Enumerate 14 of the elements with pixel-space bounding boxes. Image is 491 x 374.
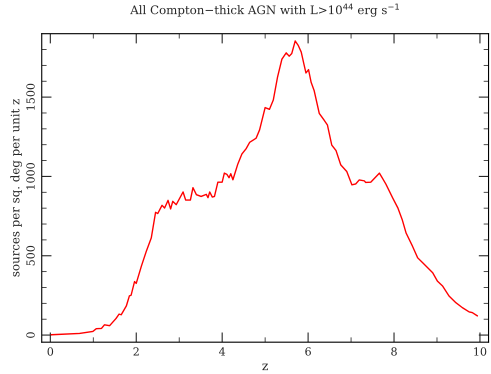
y-tick-label: 1500 [26,84,35,110]
y-axis-title: sources per sq. deg per unit z [10,99,22,276]
chart-title: All Compton−thick AGN with L>10$^{44}$ erg s$^{−1}$ [130,4,399,17]
y-tick-label: 1000 [26,163,35,190]
x-tick-label: 4 [218,347,226,356]
x-tick-label: 8 [391,347,397,356]
x-tick-label: 2 [133,347,139,356]
x-tick-label: 0 [48,347,54,356]
line-series [50,40,478,336]
x-axis-title: z [262,364,268,370]
x-tick-label: 6 [305,347,311,356]
y-tick-label: 500 [26,246,35,266]
y-tick-label: 0 [26,332,35,338]
x-tick-label: 10 [474,347,486,356]
